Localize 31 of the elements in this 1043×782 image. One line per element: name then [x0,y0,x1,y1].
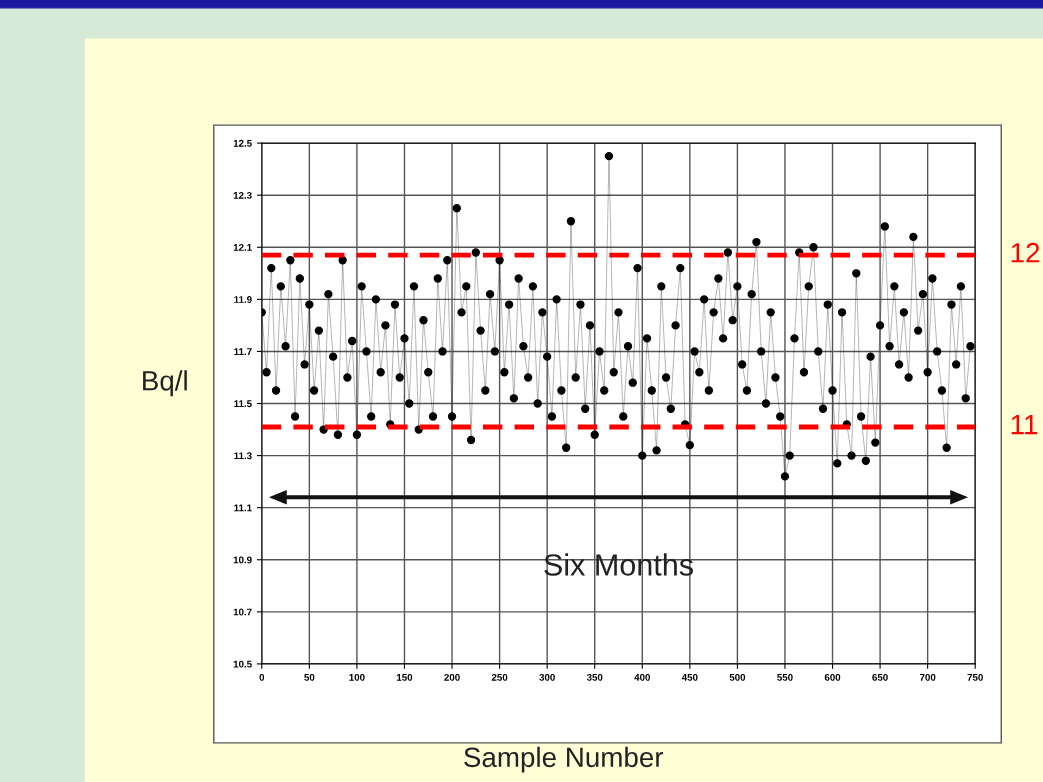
x-tick-label: 0 [259,673,265,681]
y-tick-label: 10.7 [233,608,252,616]
x-tick-label: 400 [634,673,650,681]
x-axis-title: Sample Number [464,746,664,773]
ref-line-label: 12 [1011,242,1040,263]
y-tick-label: 11.3 [234,452,252,460]
x-tick-label: 700 [919,673,936,681]
x-tick-label: 300 [539,673,555,681]
y-axis-title: Bq/l [143,370,187,397]
y-tick-label: 12.1 [233,244,252,251]
y-tick-label: 10.5 [233,660,252,668]
x-tick-label: 600 [824,673,841,681]
y-tick-label: 12.3 [233,191,252,199]
x-tick-label: 100 [349,673,365,681]
y-tick-label: 11.9 [234,296,252,303]
y-tick-label: 11.5 [234,400,252,408]
x-tick-label: 650 [872,673,888,681]
y-tick-label: 11.7 [234,348,252,355]
x-tick-label: 150 [396,673,413,681]
x-tick-label: 250 [491,673,508,681]
ref-line-label: 11 [1011,415,1038,435]
y-tick-label: 11.1 [234,504,252,512]
x-tick-label: 50 [304,673,315,681]
y-tick-label: 12.5 [233,139,252,147]
x-tick-label: 750 [967,673,983,681]
y-tick-label: 10.9 [233,556,252,564]
x-tick-label: 450 [681,673,698,681]
x-tick-label: 550 [777,673,793,681]
x-tick-label: 200 [444,673,460,681]
x-tick-label: 350 [586,673,603,681]
x-tick-label: 500 [729,673,746,681]
